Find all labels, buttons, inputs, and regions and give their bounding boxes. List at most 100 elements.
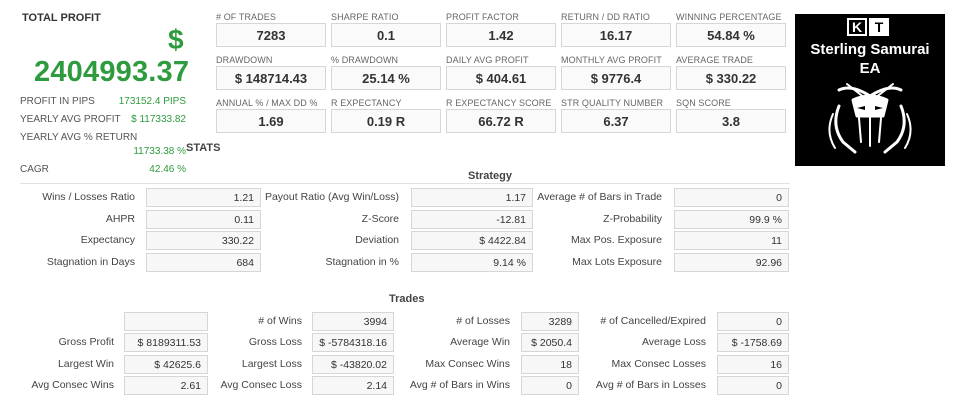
samurai-helmet-icon xyxy=(828,83,912,154)
metric-label: % DRAWDOWN xyxy=(331,55,399,65)
trades-row-label: Gross Profit xyxy=(58,336,114,348)
trades-row-value: 18 xyxy=(521,355,579,374)
strategy-row-value: 11 xyxy=(674,231,789,250)
trades-row-value: $ -5784318.16 xyxy=(312,333,394,352)
metric-value-box: 3.8 xyxy=(676,109,786,133)
trades-row-label: # of Losses xyxy=(456,315,510,327)
profit-in-pips-label: PROFIT IN PIPS xyxy=(20,96,95,107)
metric-label: WINNING PERCENTAGE xyxy=(676,12,782,22)
strategy-row-value: $ 4422.84 xyxy=(411,231,533,250)
trades-row-label: Average Loss xyxy=(641,336,706,348)
strategy-row-label: Expectancy xyxy=(80,234,135,246)
trades-row-value: 2.61 xyxy=(124,376,208,395)
metric-label: # OF TRADES xyxy=(216,12,276,22)
trades-row-label: Avg Consec Loss xyxy=(220,379,302,391)
trades-row-value: 0 xyxy=(717,376,789,395)
strategy-section-title: Strategy xyxy=(468,170,513,182)
total-profit-value: 2404993.37 xyxy=(34,56,190,88)
strategy-row-label: Deviation xyxy=(355,234,399,246)
trades-row-value: $ 2050.4 xyxy=(521,333,579,352)
trades-row-value: 0 xyxy=(521,376,579,395)
metric-value-box: $ 330.22 xyxy=(676,66,786,90)
metric-value-box: 25.14 % xyxy=(331,66,441,90)
metric-label: R EXPECTANCY SCORE xyxy=(446,98,552,108)
metric-value-box: 16.17 xyxy=(561,23,671,47)
kt-k-letter: K xyxy=(847,18,867,36)
trades-row-value: $ -1758.69 xyxy=(717,333,789,352)
metric-value-box: 66.72 R xyxy=(446,109,556,133)
metric-value-box: $ 148714.43 xyxy=(216,66,326,90)
strategy-row-label: Z-Score xyxy=(361,213,399,225)
strategy-row-value: 0.11 xyxy=(146,210,261,229)
strategy-row-value: 1.21 xyxy=(146,188,261,207)
yearly-avg-profit-label: YEARLY AVG PROFIT xyxy=(20,114,121,125)
stats-title: STATS xyxy=(186,142,221,154)
trades-row-label: Largest Win xyxy=(57,358,114,370)
trades-row-label: # of Cancelled/Expired xyxy=(600,315,706,327)
trades-row-label: Max Consec Wins xyxy=(425,358,510,370)
logo-title-line2: EA xyxy=(859,60,881,77)
trades-row-label: Avg Consec Wins xyxy=(31,379,114,391)
strategy-row-label: Wins / Losses Ratio xyxy=(42,191,135,203)
strategy-row-label: Stagnation in Days xyxy=(46,256,135,268)
strategy-row-value: 9.14 % xyxy=(411,253,533,272)
metric-label: MONTHLY AVG PROFIT xyxy=(561,55,662,65)
strategy-row-value: 0 xyxy=(674,188,789,207)
cagr-value: 42.46 % xyxy=(149,164,186,175)
trades-row-label: Max Consec Losses xyxy=(611,358,706,370)
metric-value-box: 7283 xyxy=(216,23,326,47)
strategy-row-label: Max Pos. Exposure xyxy=(570,234,662,246)
metric-value-box: 1.42 xyxy=(446,23,556,47)
metric-label: SQN SCORE xyxy=(676,98,731,108)
metric-label: RETURN / DD RATIO xyxy=(561,12,651,22)
strategy-row-value: 92.96 xyxy=(674,253,789,272)
trades-row-label: Largest Loss xyxy=(241,358,302,370)
trades-row-label: Average Win xyxy=(450,336,510,348)
strategy-row-label: Average # of Bars in Trade xyxy=(537,191,662,203)
strategy-row-value: 330.22 xyxy=(146,231,261,250)
yearly-avg-profit-value: $ 117333.82 xyxy=(131,114,186,125)
metric-label: DRAWDOWN xyxy=(216,55,273,65)
strategy-row-value: 99.9 % xyxy=(674,210,789,229)
yearly-avg-return-value: 11733.38 % xyxy=(133,146,186,157)
metric-label: R EXPECTANCY xyxy=(331,98,402,108)
profit-in-pips-value: 173152.4 PIPS xyxy=(118,96,186,107)
trades-row-value: 3994 xyxy=(312,312,394,331)
trades-row-label: Avg # of Bars in Wins xyxy=(409,379,510,391)
trades-row-label: Avg # of Bars in Losses xyxy=(595,379,706,391)
strategy-row-value: 684 xyxy=(146,253,261,272)
trades-row-value: 0 xyxy=(717,312,789,331)
trades-row-label: Gross Loss xyxy=(248,336,302,348)
metric-label: PROFIT FACTOR xyxy=(446,12,519,22)
trades-row-value: 16 xyxy=(717,355,789,374)
kt-brand-icon: K T xyxy=(847,18,889,36)
trades-section-title: Trades xyxy=(389,293,425,305)
trades-row-value: $ 8189311.53 xyxy=(124,333,208,352)
strategy-row-label: AHPR xyxy=(105,213,135,225)
metric-label: AVERAGE TRADE xyxy=(676,55,753,65)
trades-row-value: 2.14 xyxy=(312,376,394,395)
strategy-divider xyxy=(20,183,790,184)
trades-row-value xyxy=(124,312,208,331)
trades-row-value: $ 42625.6 xyxy=(124,355,208,374)
metric-value-box: 0.19 R xyxy=(331,109,441,133)
strategy-row-label: Z-Probability xyxy=(603,213,662,225)
strategy-row-value: 1.17 xyxy=(411,188,533,207)
metric-value-box: 54.84 % xyxy=(676,23,786,47)
strategy-row-label: Stagnation in % xyxy=(325,256,399,268)
yearly-avg-return-label: YEARLY AVG % RETURN xyxy=(20,132,138,143)
metric-label: DAILY AVG PROFIT xyxy=(446,55,529,65)
metric-value-box: 6.37 xyxy=(561,109,671,133)
metric-label: ANNUAL % / MAX DD % xyxy=(216,98,318,108)
trades-row-value: $ -43820.02 xyxy=(312,355,394,374)
strategy-row-value: -12.81 xyxy=(411,210,533,229)
trades-row-value: 3289 xyxy=(521,312,579,331)
metric-label: STR QUALITY NUMBER xyxy=(561,98,664,108)
kt-t-letter: T xyxy=(869,18,889,36)
metric-value-box: 0.1 xyxy=(331,23,441,47)
metric-label: SHARPE RATIO xyxy=(331,12,399,22)
total-profit-label: TOTAL PROFIT xyxy=(22,12,101,24)
metric-value-box: $ 404.61 xyxy=(446,66,556,90)
strategy-row-label: Max Lots Exposure xyxy=(572,256,662,268)
cagr-label: CAGR xyxy=(20,164,49,175)
